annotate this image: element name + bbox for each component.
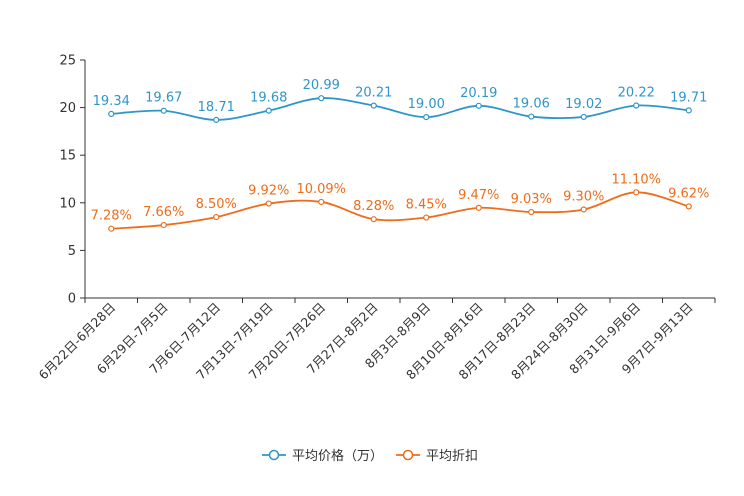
data-point <box>528 113 535 120</box>
series-average-discount: 7.28% 7.66% 8.50% 9.92% 10.09% 8.28% 8.45% 9.47… <box>91 172 709 232</box>
data-label: 18.71 <box>198 100 235 115</box>
data-point <box>370 102 377 109</box>
y-tick-label: 20 <box>59 101 76 116</box>
data-label: 9.30% <box>563 189 604 204</box>
data-point <box>265 200 272 207</box>
data-point <box>580 206 587 213</box>
data-label: 9.47% <box>458 188 499 203</box>
legend-label: 平均价格（万） <box>292 448 383 464</box>
legend-item-average-discount[interactable]: 平均折扣 <box>396 449 478 464</box>
data-label: 9.03% <box>511 192 552 207</box>
data-label: 19.67 <box>145 91 182 106</box>
data-label: 19.00 <box>408 97 445 112</box>
series-average-price: 19.34 19.67 18.71 19.68 20.99 20.21 19.00 20.19… <box>93 78 707 123</box>
data-label: 7.66% <box>143 205 184 220</box>
data-label: 7.28% <box>91 209 132 224</box>
y-tick-label: 25 <box>59 54 76 69</box>
series-line <box>111 191 689 230</box>
legend-label: 平均折扣 <box>426 449 478 464</box>
series-line <box>111 97 689 121</box>
data-point <box>108 225 115 232</box>
data-label: 8.45% <box>406 198 447 213</box>
data-label: 20.21 <box>355 86 392 101</box>
data-label: 19.68 <box>250 91 287 106</box>
data-label: 20.22 <box>618 86 655 101</box>
data-point <box>213 213 220 221</box>
data-label: 19.02 <box>565 97 602 112</box>
x-axis: 6月22日-6月28日6月29日-7月5日7月6日-7月12日7月13日-7月1… <box>35 297 716 382</box>
y-tick-label: 0 <box>68 292 76 307</box>
data-point <box>633 102 640 109</box>
legend-marker-icon <box>268 449 280 461</box>
data-point <box>633 189 640 196</box>
series-layer: 19.34 19.67 18.71 19.68 20.99 20.21 19.00 20.19… <box>91 78 709 232</box>
data-point <box>423 114 430 121</box>
data-point <box>370 216 377 223</box>
data-label: 8.50% <box>196 197 237 212</box>
legend-marker-icon <box>402 449 414 461</box>
data-point <box>213 116 220 123</box>
data-point <box>423 214 430 221</box>
data-point <box>475 204 482 211</box>
data-point <box>160 221 167 229</box>
data-point <box>685 203 692 210</box>
data-point <box>318 95 325 102</box>
data-label: 8.28% <box>353 199 394 214</box>
data-point <box>265 107 272 114</box>
data-point <box>528 208 535 216</box>
data-point <box>108 110 115 117</box>
data-point <box>318 198 325 206</box>
data-label: 9.92% <box>248 184 289 199</box>
data-point <box>580 113 587 121</box>
legend[interactable]: 平均价格（万） 平均折扣 <box>262 448 478 464</box>
legend-item-average-price[interactable]: 平均价格（万） <box>262 448 383 464</box>
y-tick-label: 15 <box>59 149 76 164</box>
data-label: 9.62% <box>668 186 709 201</box>
data-point <box>160 107 167 114</box>
data-label: 19.06 <box>513 97 550 112</box>
data-label: 20.99 <box>303 78 340 93</box>
data-label: 11.10% <box>611 172 661 187</box>
y-axis: 0 5 10 15 20 25 <box>59 54 86 307</box>
data-label: 10.09% <box>296 182 346 197</box>
y-tick-label: 10 <box>59 196 76 211</box>
y-tick-label: 5 <box>68 244 76 259</box>
data-label: 19.34 <box>93 94 130 109</box>
data-point <box>475 102 482 109</box>
data-label: 19.71 <box>670 90 707 105</box>
data-label: 20.19 <box>460 86 497 101</box>
data-point <box>685 107 692 114</box>
